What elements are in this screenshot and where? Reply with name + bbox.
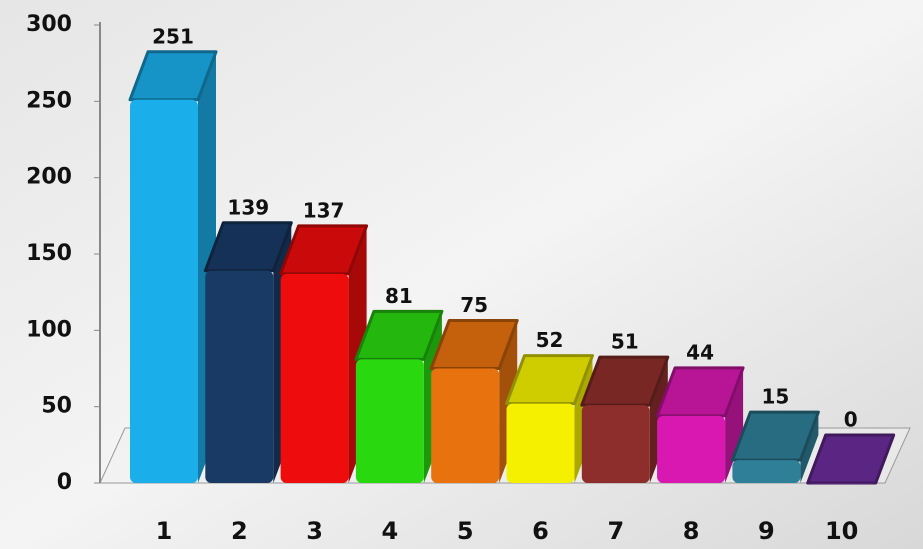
x-tick-label: 9: [758, 517, 775, 545]
bar: [281, 274, 349, 483]
bar: [205, 271, 273, 483]
y-tick-label: 200: [26, 165, 72, 190]
bar: [431, 369, 499, 484]
value-label: 81: [385, 284, 413, 308]
y-tick-label: 0: [57, 470, 72, 495]
x-tick-label: 5: [457, 517, 474, 545]
value-label: 15: [761, 385, 789, 409]
y-tick-label: 100: [26, 317, 72, 342]
bar: [507, 404, 575, 483]
y-tick-label: 300: [26, 12, 72, 37]
x-tick-label: 8: [683, 517, 700, 545]
bar: [732, 460, 800, 483]
value-label: 137: [303, 198, 345, 222]
value-label: 75: [460, 293, 488, 317]
chart: 0501001502002503002511139213738147555265…: [0, 0, 923, 549]
bar: [657, 416, 725, 483]
bar: [356, 359, 424, 483]
value-label: 52: [536, 328, 564, 352]
y-tick-label: 50: [41, 394, 72, 419]
value-label: 251: [152, 24, 194, 48]
y-tick-label: 250: [26, 88, 72, 113]
x-tick-label: 1: [156, 517, 173, 545]
x-tick-label: 6: [532, 517, 549, 545]
value-label: 44: [686, 340, 714, 364]
bar: [582, 405, 650, 483]
y-tick-label: 150: [26, 241, 72, 266]
x-tick-label: 7: [607, 517, 624, 545]
value-label: 51: [611, 330, 639, 354]
x-tick-label: 2: [231, 517, 248, 545]
x-tick-label: 3: [306, 517, 323, 545]
x-tick-label: 10: [825, 517, 858, 545]
bar: [808, 483, 876, 484]
bar: [130, 100, 198, 483]
x-tick-label: 4: [382, 517, 399, 545]
value-label: 0: [844, 408, 858, 432]
value-label: 139: [227, 195, 269, 219]
